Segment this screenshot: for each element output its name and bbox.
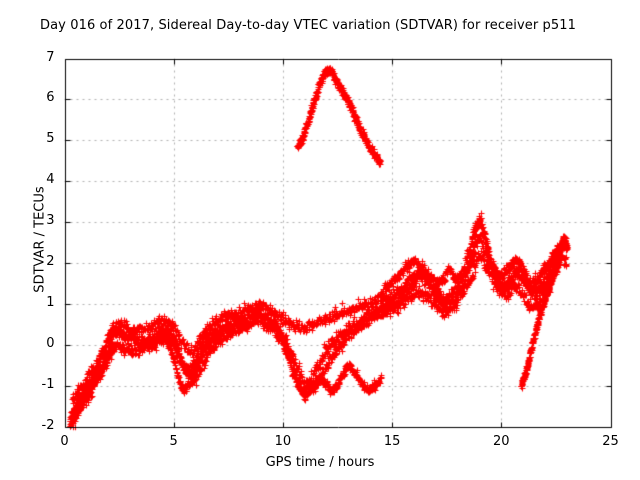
y-axis-tick-label: -2 [41,417,55,433]
x-axis-label: GPS time / hours [265,455,375,470]
y-axis-tick-label: 7 [46,49,55,65]
y-axis-tick-label: -1 [41,376,55,392]
y-axis-tick-label: 4 [46,172,55,188]
x-axis-tick-label: 20 [493,433,510,449]
page-title: Day 016 of 2017, Sidereal Day-to-day VTE… [40,18,576,33]
y-axis-label: SDTVAR / TECUs [32,186,48,293]
x-axis-tick-label: 5 [169,433,178,449]
y-axis-tick-label: 2 [46,253,55,269]
y-axis-tick-label: 3 [46,213,55,229]
x-axis-tick-label: 10 [274,433,292,449]
y-axis-tick-label: 0 [46,335,55,351]
x-axis-tick-label: 15 [383,433,401,449]
x-axis-tick-label: 25 [602,433,619,449]
y-axis-tick-label: 6 [46,90,55,106]
y-axis-tick-label: 1 [46,294,55,310]
y-axis-tick-label: 5 [46,131,55,147]
x-axis-tick-label: 0 [60,433,69,449]
